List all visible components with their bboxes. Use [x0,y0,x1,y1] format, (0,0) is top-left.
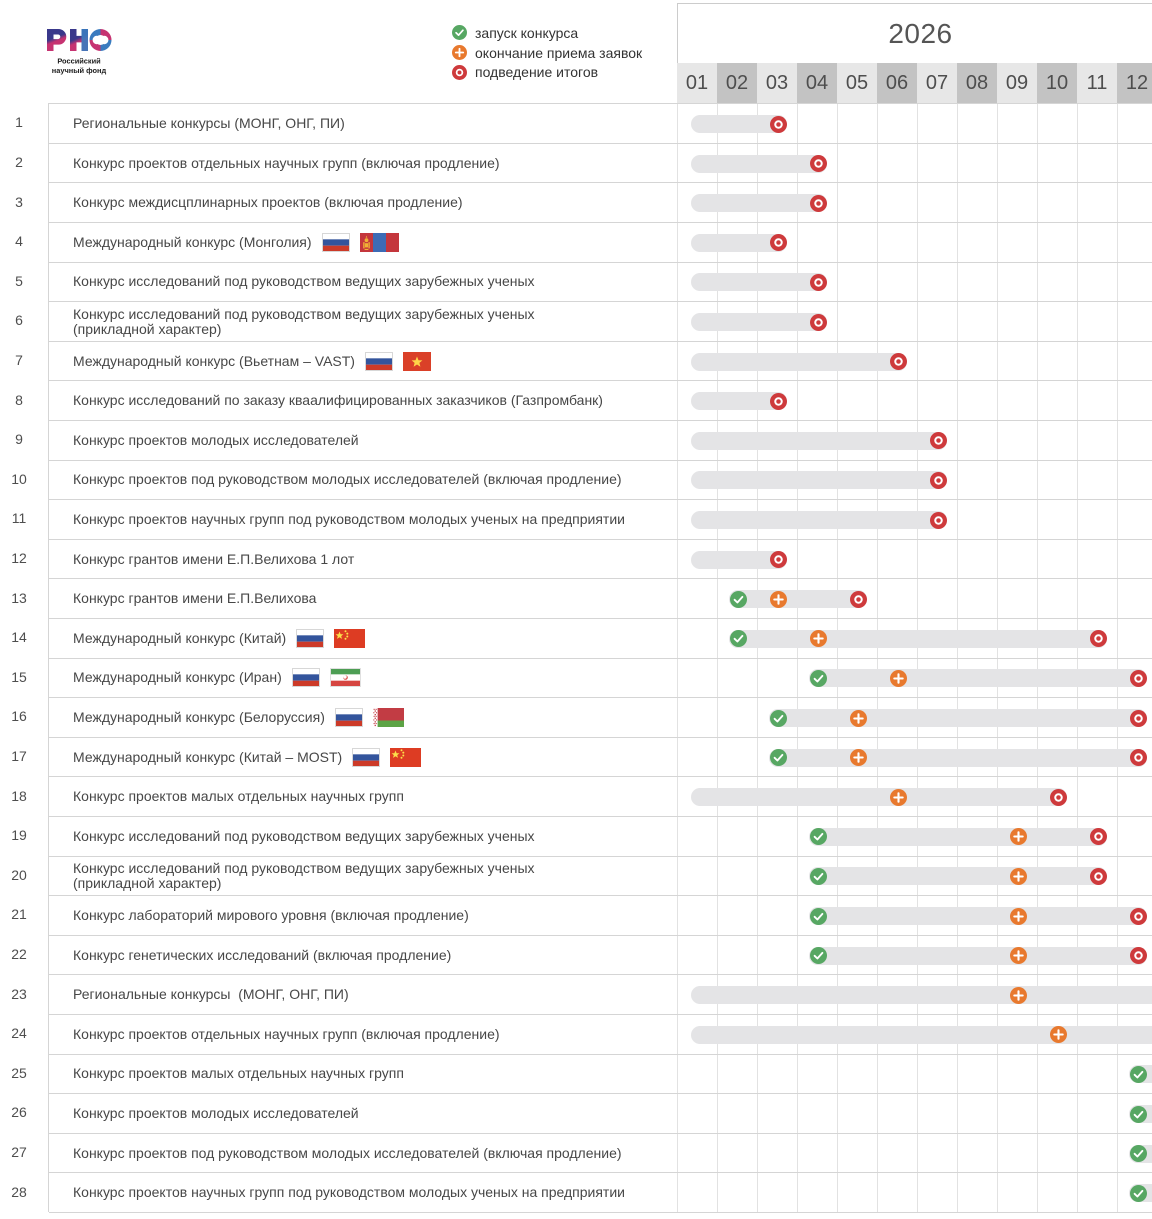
svg-text:научный фонд: научный фонд [52,66,107,75]
svg-text:Российский: Российский [57,57,101,66]
